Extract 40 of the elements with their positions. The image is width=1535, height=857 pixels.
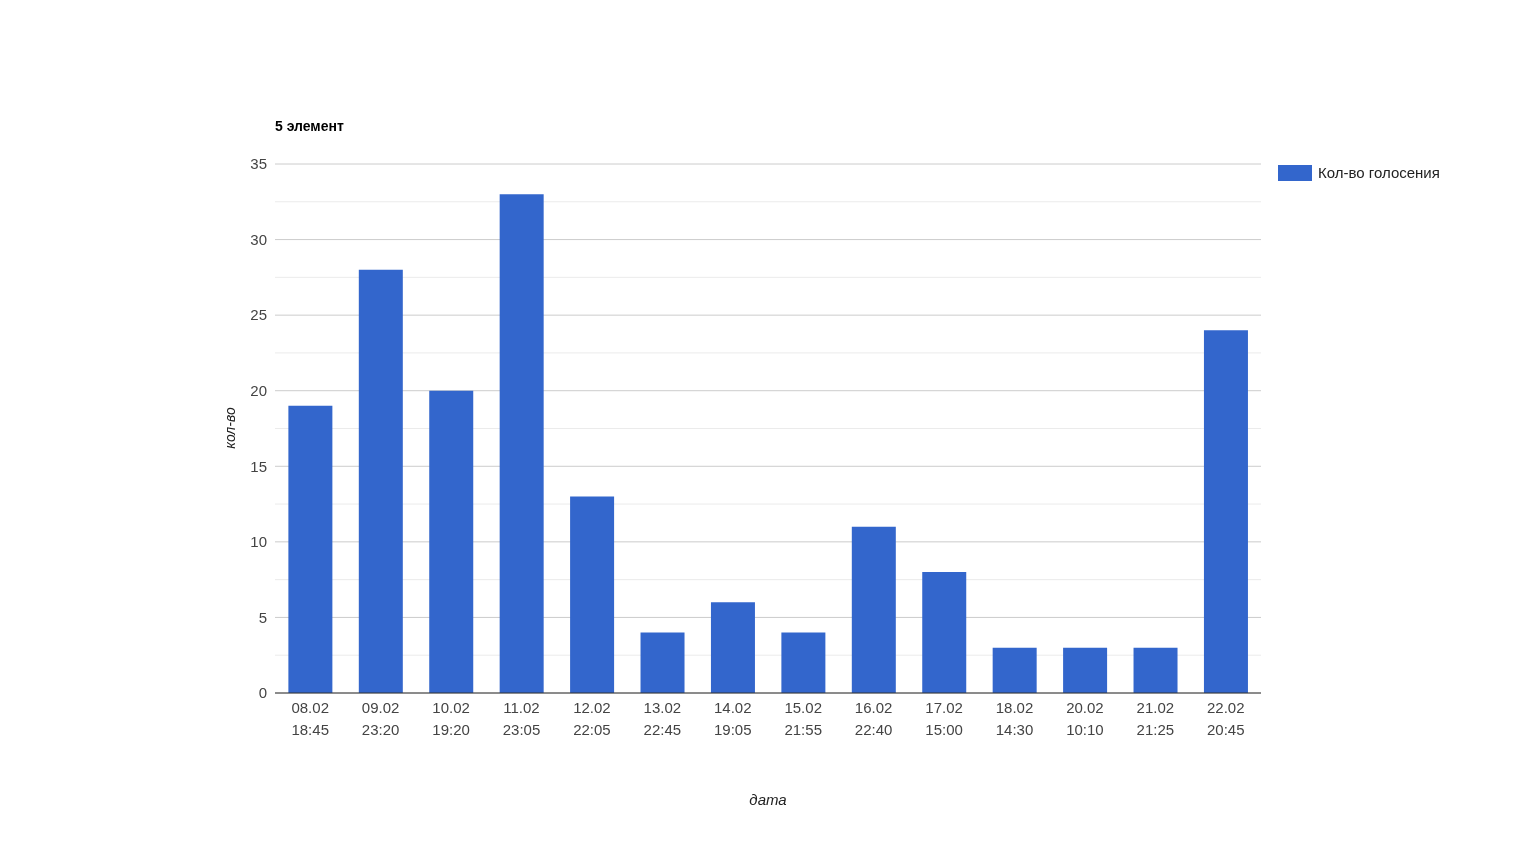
x-tick-label: 08.02 18:45 <box>291 699 329 738</box>
x-tick-label: 14.02 19:05 <box>714 699 752 738</box>
y-tick-label: 35 <box>250 155 267 173</box>
y-tick-label: 20 <box>250 382 267 400</box>
bar <box>640 632 685 693</box>
bar <box>992 647 1037 693</box>
x-tick-label: 21.02 21:25 <box>1136 699 1175 738</box>
y-tick-label: 0 <box>258 684 267 702</box>
y-tick-label: 5 <box>258 608 267 626</box>
y-tick-label: 15 <box>250 457 267 475</box>
x-tick-label: 16.02 22:40 <box>854 699 893 738</box>
x-tick-label: 20.02 10:10 <box>1066 699 1104 738</box>
bar <box>429 390 474 693</box>
y-tick-label: 30 <box>250 230 267 248</box>
x-tick-label: 22.02 20:45 <box>1207 699 1245 738</box>
bar <box>1063 647 1108 693</box>
legend-label: Кол-во голосения <box>1318 164 1440 181</box>
bar <box>851 526 896 693</box>
y-tick-label: 25 <box>250 306 267 324</box>
x-tick-label: 13.02 22:45 <box>643 699 682 738</box>
x-tick-label: 15.02 21:55 <box>784 699 822 738</box>
chart-title: 5 элемент <box>275 118 344 134</box>
bar <box>710 602 755 693</box>
bar <box>922 572 967 693</box>
bar <box>358 269 403 693</box>
bar <box>781 632 826 693</box>
x-tick-label: 12.02 22:05 <box>573 699 611 738</box>
x-tick-label: 10.02 19:20 <box>432 699 470 738</box>
y-tick-label: 10 <box>250 533 267 551</box>
bar <box>1133 647 1178 693</box>
bar <box>288 405 333 693</box>
x-axis-title: дата <box>749 791 787 808</box>
bar <box>1203 330 1248 693</box>
x-tick-label: 17.02 15:00 <box>925 699 963 738</box>
x-tick-label: 09.02 23:20 <box>361 699 400 738</box>
x-tick-label: 11.02 23:05 <box>502 699 541 738</box>
x-tick-label: 18.02 14:30 <box>995 699 1034 738</box>
bar <box>499 194 544 693</box>
bar <box>570 496 615 693</box>
y-axis-title: кол-во <box>222 407 238 449</box>
